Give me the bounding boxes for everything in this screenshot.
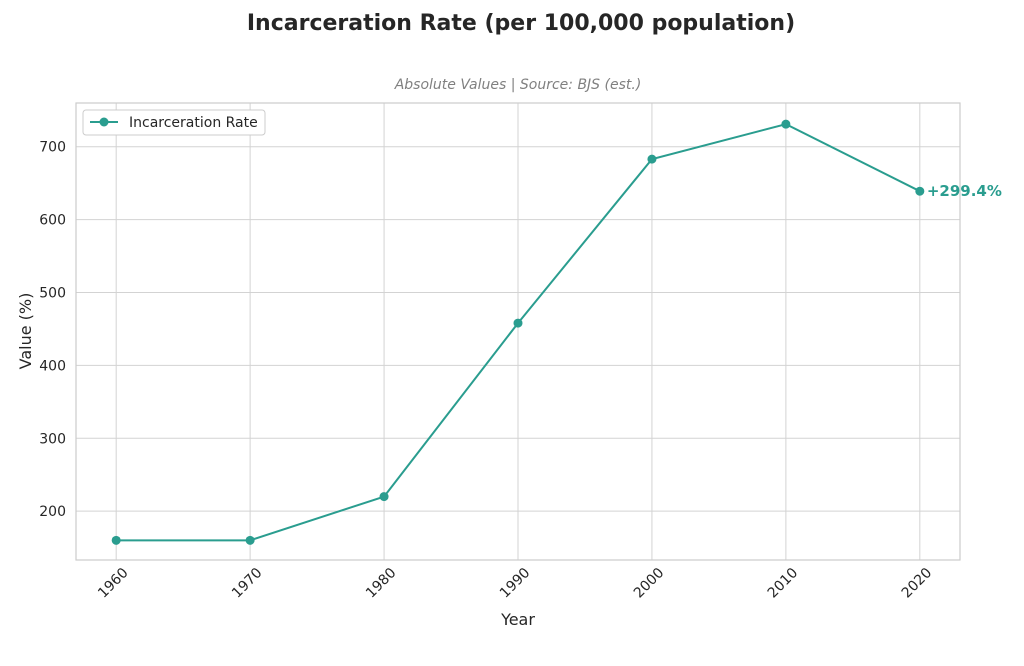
x-tick-label: 1970 [229, 565, 266, 602]
x-tick-label: 1960 [95, 565, 132, 602]
data-point [647, 154, 657, 164]
plot-frame [75, 102, 961, 561]
x-tick-label: 1980 [363, 565, 400, 602]
series [111, 119, 925, 545]
x-tick-label: 2020 [899, 565, 936, 602]
legend: Incarceration Rate [82, 109, 266, 136]
y-tick-label: 300 [39, 431, 66, 447]
y-tick-label: 700 [39, 140, 66, 156]
y-axis-ticks: 200 300 400 500 600 700 [39, 140, 66, 520]
y-axis-label: Value (%) [16, 293, 35, 370]
grid [76, 103, 960, 560]
data-point [245, 535, 255, 545]
y-tick-label: 200 [39, 504, 66, 520]
data-point [379, 492, 389, 502]
x-axis-label: Year [500, 610, 535, 629]
data-point [513, 318, 523, 328]
legend-marker-swatch [99, 117, 109, 127]
x-axis-ticks: 1960 1970 1980 1990 2000 2010 2020 [95, 565, 935, 602]
x-tick-label: 2000 [631, 565, 668, 602]
y-tick-label: 400 [39, 358, 66, 374]
data-point [111, 535, 121, 545]
y-tick-label: 600 [39, 213, 66, 229]
data-point [915, 186, 925, 196]
x-tick-label: 2010 [765, 565, 802, 602]
legend-box [82, 109, 266, 136]
x-tick-label: 1990 [497, 565, 534, 602]
chart-title: Incarceration Rate (per 100,000 populati… [247, 11, 795, 36]
data-point [781, 119, 791, 129]
change-annotation: +299.4% [927, 182, 1002, 200]
y-tick-label: 500 [39, 286, 66, 302]
legend-label: Incarceration Rate [129, 115, 258, 131]
chart-subtitle: Absolute Values | Source: BJS (est.) [394, 77, 642, 93]
